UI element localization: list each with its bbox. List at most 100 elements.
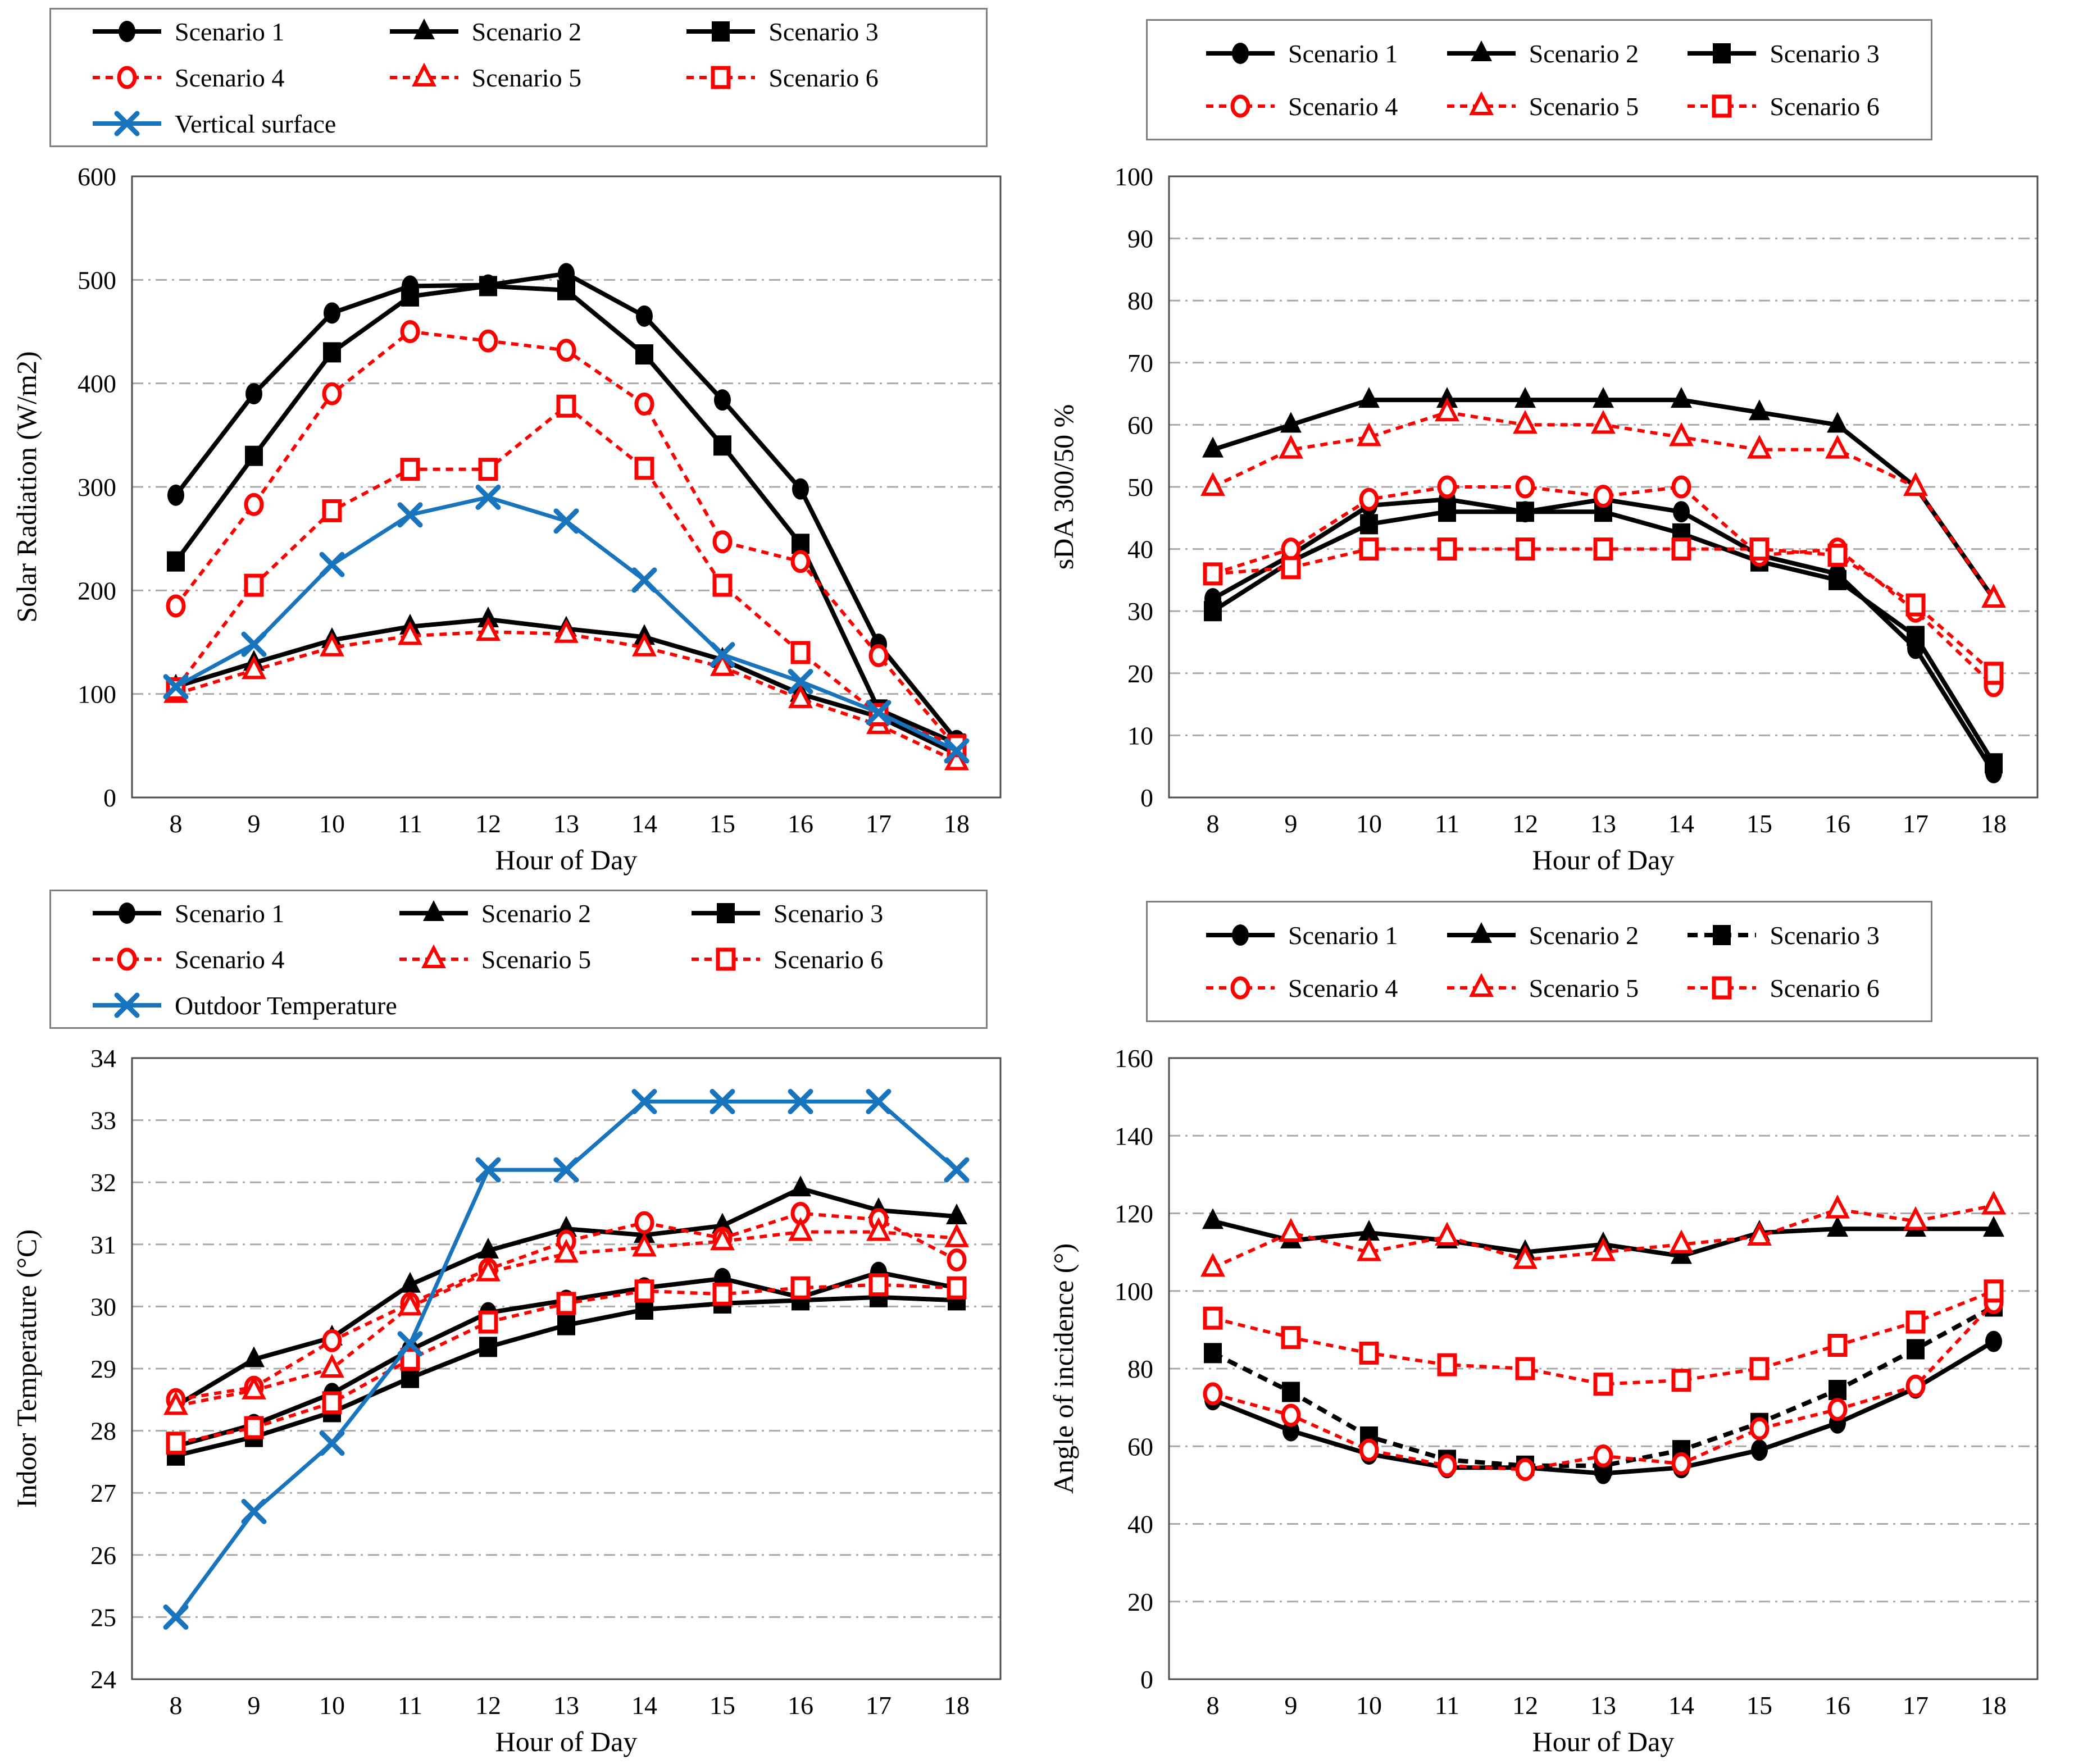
data-point-marker-triangle-open xyxy=(242,655,266,680)
plot-area: 0 10 20 30 40 50 60 70 80 90 100 8 9 10 11 12 13 14 15 16 17… xyxy=(1115,163,2039,838)
data-point-marker-triangle-filled xyxy=(1983,1216,2004,1237)
data-point-marker-square-filled xyxy=(1713,925,1731,945)
y-tick-label: 400 xyxy=(78,370,116,398)
legend-area: Scenario 1 Scenario 2 Scenario 3 Scenario 4… xyxy=(0,882,1037,1045)
data-point-marker-triangle-open xyxy=(1591,409,1616,434)
legend-item-label: Scenario 1 xyxy=(1288,920,1398,950)
legend-item-label: Scenario 5 xyxy=(1529,973,1639,1002)
x-tick-label: 16 xyxy=(788,809,813,838)
data-point-marker-square-open xyxy=(556,394,576,418)
data-point-marker-square-open xyxy=(1515,537,1535,561)
y-tick-label: 160 xyxy=(1115,1045,1153,1073)
legend-item-scenario-6: Scenario 6 xyxy=(684,57,981,98)
legend-item-scenario-1: Scenario 1 xyxy=(90,11,388,52)
x-tick-label: 12 xyxy=(1512,1691,1538,1720)
data-point-marker-circle-filled xyxy=(558,263,575,285)
data-point-marker-triangle-filled xyxy=(1671,387,1692,408)
data-point-marker-x xyxy=(397,1331,423,1357)
indoor-temperature-legend: Scenario 1 Scenario 2 Scenario 3 Scenario 4… xyxy=(49,890,988,1029)
y-tick-label: 10 xyxy=(1127,721,1153,750)
legend-item-scenario-3: Scenario 3 xyxy=(1685,33,1926,74)
x-tick-label: 13 xyxy=(1590,809,1616,838)
data-point-marker-triangle-filled xyxy=(1470,922,1492,943)
data-point-marker-x xyxy=(475,484,501,510)
data-point-marker-square-open xyxy=(400,458,420,481)
data-point-marker-square-filled xyxy=(479,276,497,297)
y-tick-label: 0 xyxy=(103,783,116,812)
y-tick-label: 80 xyxy=(1127,286,1153,315)
data-point-marker-circle-open xyxy=(1203,1382,1223,1406)
data-point-marker-triangle-open xyxy=(1357,422,1381,446)
legend-item-label: Scenario 2 xyxy=(1529,920,1639,950)
data-point-marker-triangle-filled xyxy=(1514,387,1536,408)
data-point-marker-triangle-open xyxy=(476,1257,501,1282)
series-line xyxy=(1212,1304,1995,1468)
series-scenario-3 xyxy=(167,276,966,754)
data-point-marker-triangle-filled xyxy=(1827,412,1848,433)
legend-item-label: Scenario 3 xyxy=(1770,920,1880,950)
data-point-marker-square-open xyxy=(1712,976,1732,1000)
x-tick-label: 12 xyxy=(1512,809,1538,838)
data-point-marker-square-open xyxy=(1712,94,1732,118)
y-tick-label: 31 xyxy=(90,1230,116,1259)
y-tick-label: 20 xyxy=(1127,659,1153,688)
data-point-marker-circle-open xyxy=(1281,537,1301,561)
data-point-marker-triangle-open xyxy=(554,619,579,643)
data-point-marker-square-filled xyxy=(712,21,730,42)
series-line xyxy=(175,1230,957,1408)
data-point-marker-square-open xyxy=(244,573,264,597)
y-tick-label: 100 xyxy=(78,680,116,709)
data-point-marker-circle-filled xyxy=(324,302,340,324)
data-point-marker-circle-open xyxy=(634,1211,654,1234)
legend-item-scenario-6: Scenario 6 xyxy=(689,939,981,979)
legend-item-scenario-4: Scenario 4 xyxy=(90,57,388,98)
data-point-marker-circle-open xyxy=(1230,94,1250,118)
legend-marker-scenario-6 xyxy=(1688,976,1757,1000)
legend-item-label: Scenario 4 xyxy=(1288,973,1398,1002)
legend-item-label: Scenario 1 xyxy=(175,17,285,46)
plot-frame xyxy=(131,1057,1002,1680)
legend-item-label: Scenario 3 xyxy=(768,17,879,46)
x-tick-label: 16 xyxy=(1825,1691,1850,1720)
y-tick-label: 40 xyxy=(1127,1510,1153,1539)
x-tick-label: 15 xyxy=(1746,1691,1772,1720)
x-tick-label: 13 xyxy=(553,809,579,838)
data-point-marker-square-filled xyxy=(1829,1380,1846,1401)
x-tick-label: 11 xyxy=(398,1691,422,1720)
data-point-marker-square-open xyxy=(1359,537,1379,561)
data-point-marker-square-open xyxy=(1281,1326,1301,1350)
data-point-marker-circle-open xyxy=(478,329,498,353)
data-point-marker-circle-filled xyxy=(119,902,135,924)
data-point-marker-square-filled xyxy=(635,1299,653,1320)
y-tick-label: 140 xyxy=(1115,1122,1153,1150)
legend-item-scenario-1: Scenario 1 xyxy=(90,893,397,933)
indoor-temperature-chart: 24 25 26 27 28 29 30 31 32 33 34 8 9 10 11 12 13 14 15 16 17… xyxy=(11,1045,1002,1757)
x-tick-label: 11 xyxy=(398,809,422,838)
data-point-marker-triangle-open xyxy=(1513,409,1538,434)
legend-marker-scenario-4 xyxy=(93,947,161,971)
solar-x-axis-label: Hour of Day xyxy=(495,844,638,876)
data-point-marker-triangle-filled xyxy=(1827,1216,1848,1237)
legend-item-label: Scenario 4 xyxy=(175,945,285,974)
data-point-marker-triangle-open xyxy=(1747,435,1772,459)
legend-marker-scenario-4 xyxy=(93,66,161,89)
data-point-marker-x xyxy=(241,1498,267,1524)
series-scenario-5 xyxy=(1200,397,2006,608)
data-point-marker-square-open xyxy=(322,1391,342,1415)
y-tick-label: 40 xyxy=(1127,535,1153,564)
legend-marker-scenario-6 xyxy=(691,947,760,971)
data-point-marker-triangle-open xyxy=(1981,584,2006,608)
y-tick-label: 30 xyxy=(90,1292,116,1321)
legend-item-scenario-2: Scenario 2 xyxy=(1445,33,1686,74)
data-point-marker-x xyxy=(709,1088,735,1114)
data-point-marker-circle-filled xyxy=(1751,1439,1768,1461)
data-point-marker-triangle-open xyxy=(944,746,969,771)
legend-marker-vertical-surface xyxy=(93,111,161,136)
y-tick-label: 25 xyxy=(90,1603,116,1631)
data-point-marker-circle-open xyxy=(1437,475,1457,499)
angle-of-incidence-legend: Scenario 1 Scenario 2 Scenario 3 Scenario 4… xyxy=(1146,901,1932,1022)
series-scenario-6 xyxy=(1203,537,2004,685)
plot-frame xyxy=(131,175,1002,799)
legend-marker-scenario-2 xyxy=(1447,40,1516,61)
data-point-marker-triangle-open xyxy=(1200,472,1225,496)
